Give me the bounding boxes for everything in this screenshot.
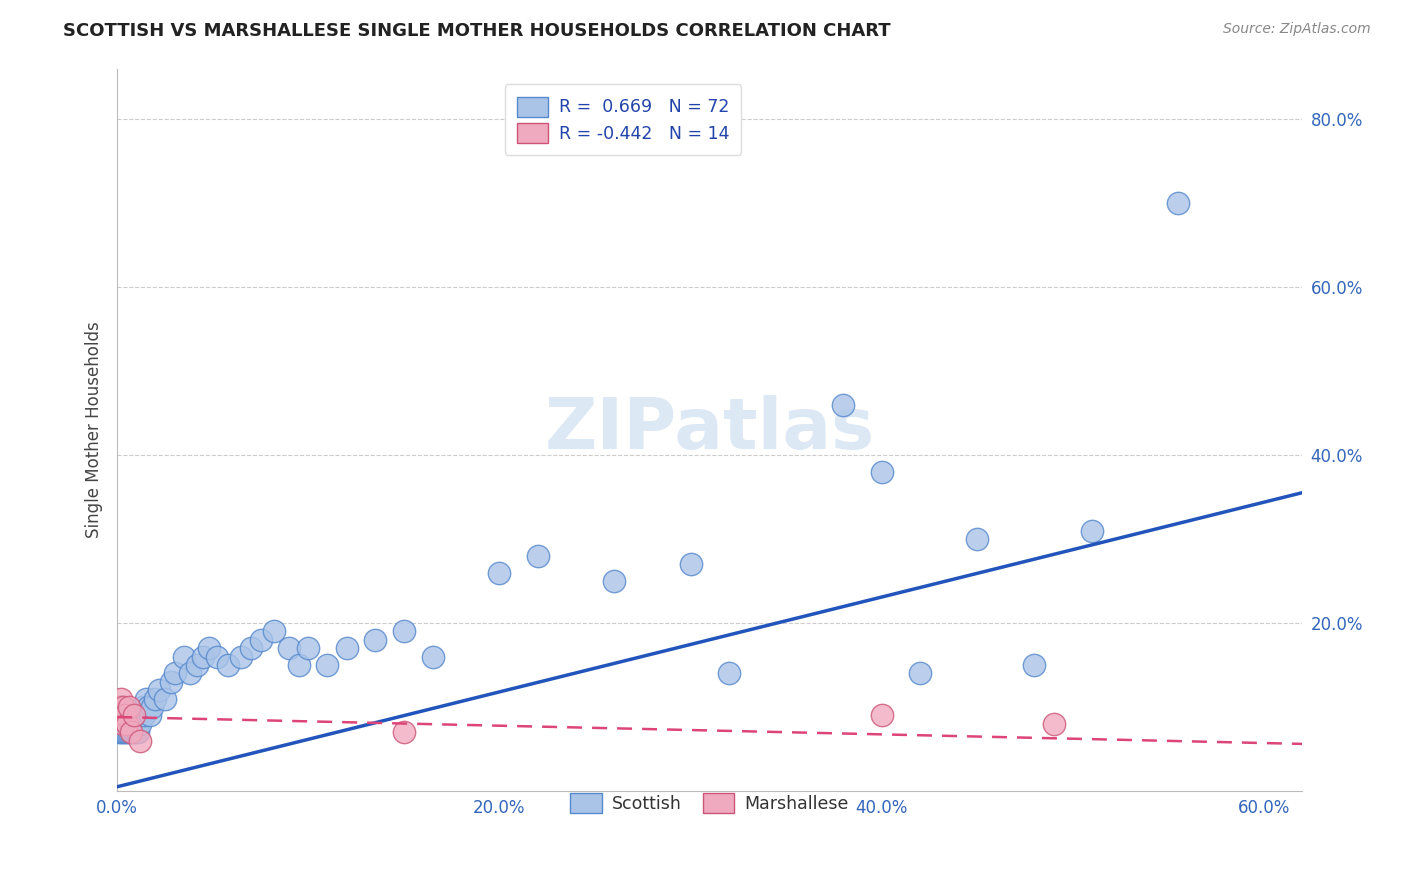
Point: [526, 549, 548, 563]
Point: [115, 716, 138, 731]
Point: [132, 708, 155, 723]
Point: [422, 649, 444, 664]
Point: [186, 657, 208, 672]
Point: [118, 716, 141, 731]
Point: [111, 700, 134, 714]
Point: [231, 649, 253, 664]
Point: [121, 725, 143, 739]
Point: [110, 716, 132, 731]
Point: [278, 641, 301, 656]
Point: [110, 708, 132, 723]
Point: [335, 641, 357, 656]
Point: [115, 716, 138, 731]
Point: [870, 465, 893, 479]
Point: [111, 716, 134, 731]
Point: [129, 716, 152, 731]
Point: [111, 700, 134, 714]
Point: [603, 574, 626, 588]
Point: [118, 700, 141, 714]
Point: [111, 716, 134, 731]
Text: ZIPatlas: ZIPatlas: [544, 395, 875, 464]
Point: [114, 725, 136, 739]
Point: [179, 666, 201, 681]
Point: [114, 716, 136, 731]
Point: [1167, 195, 1189, 210]
Point: [297, 641, 319, 656]
Point: [127, 708, 149, 723]
Point: [110, 691, 132, 706]
Point: [1024, 657, 1046, 672]
Y-axis label: Single Mother Households: Single Mother Households: [86, 321, 103, 538]
Point: [115, 725, 138, 739]
Point: [135, 691, 157, 706]
Point: [111, 725, 134, 739]
Point: [110, 725, 132, 739]
Point: [120, 725, 142, 739]
Point: [110, 700, 132, 714]
Point: [108, 708, 131, 723]
Point: [120, 725, 142, 739]
Point: [153, 691, 176, 706]
Point: [124, 708, 146, 723]
Point: [249, 632, 271, 647]
Point: [125, 716, 148, 731]
Point: [124, 716, 146, 731]
Point: [1081, 524, 1104, 538]
Point: [114, 708, 136, 723]
Point: [364, 632, 387, 647]
Point: [118, 725, 141, 739]
Point: [120, 708, 142, 723]
Legend: Scottish, Marshallese: Scottish, Marshallese: [558, 781, 860, 826]
Point: [198, 641, 221, 656]
Point: [108, 725, 131, 739]
Point: [108, 700, 131, 714]
Point: [121, 708, 143, 723]
Text: Source: ZipAtlas.com: Source: ZipAtlas.com: [1223, 22, 1371, 37]
Point: [316, 657, 339, 672]
Point: [111, 708, 134, 723]
Point: [173, 649, 195, 664]
Point: [966, 532, 988, 546]
Point: [832, 398, 855, 412]
Point: [148, 683, 170, 698]
Point: [125, 725, 148, 739]
Point: [193, 649, 215, 664]
Point: [136, 700, 159, 714]
Point: [205, 649, 228, 664]
Point: [131, 700, 153, 714]
Point: [145, 691, 167, 706]
Point: [1042, 716, 1064, 731]
Point: [392, 725, 415, 739]
Point: [263, 624, 285, 639]
Point: [717, 666, 740, 681]
Point: [127, 725, 149, 739]
Point: [239, 641, 262, 656]
Point: [870, 708, 893, 723]
Point: [114, 708, 136, 723]
Point: [124, 725, 146, 739]
Point: [287, 657, 309, 672]
Point: [163, 666, 186, 681]
Point: [159, 674, 181, 689]
Point: [121, 716, 143, 731]
Point: [138, 708, 160, 723]
Point: [908, 666, 931, 681]
Point: [120, 716, 142, 731]
Point: [141, 700, 163, 714]
Point: [115, 708, 138, 723]
Point: [129, 733, 152, 747]
Point: [217, 657, 239, 672]
Text: SCOTTISH VS MARSHALLESE SINGLE MOTHER HOUSEHOLDS CORRELATION CHART: SCOTTISH VS MARSHALLESE SINGLE MOTHER HO…: [63, 22, 891, 40]
Point: [392, 624, 415, 639]
Point: [488, 566, 510, 580]
Point: [679, 557, 702, 571]
